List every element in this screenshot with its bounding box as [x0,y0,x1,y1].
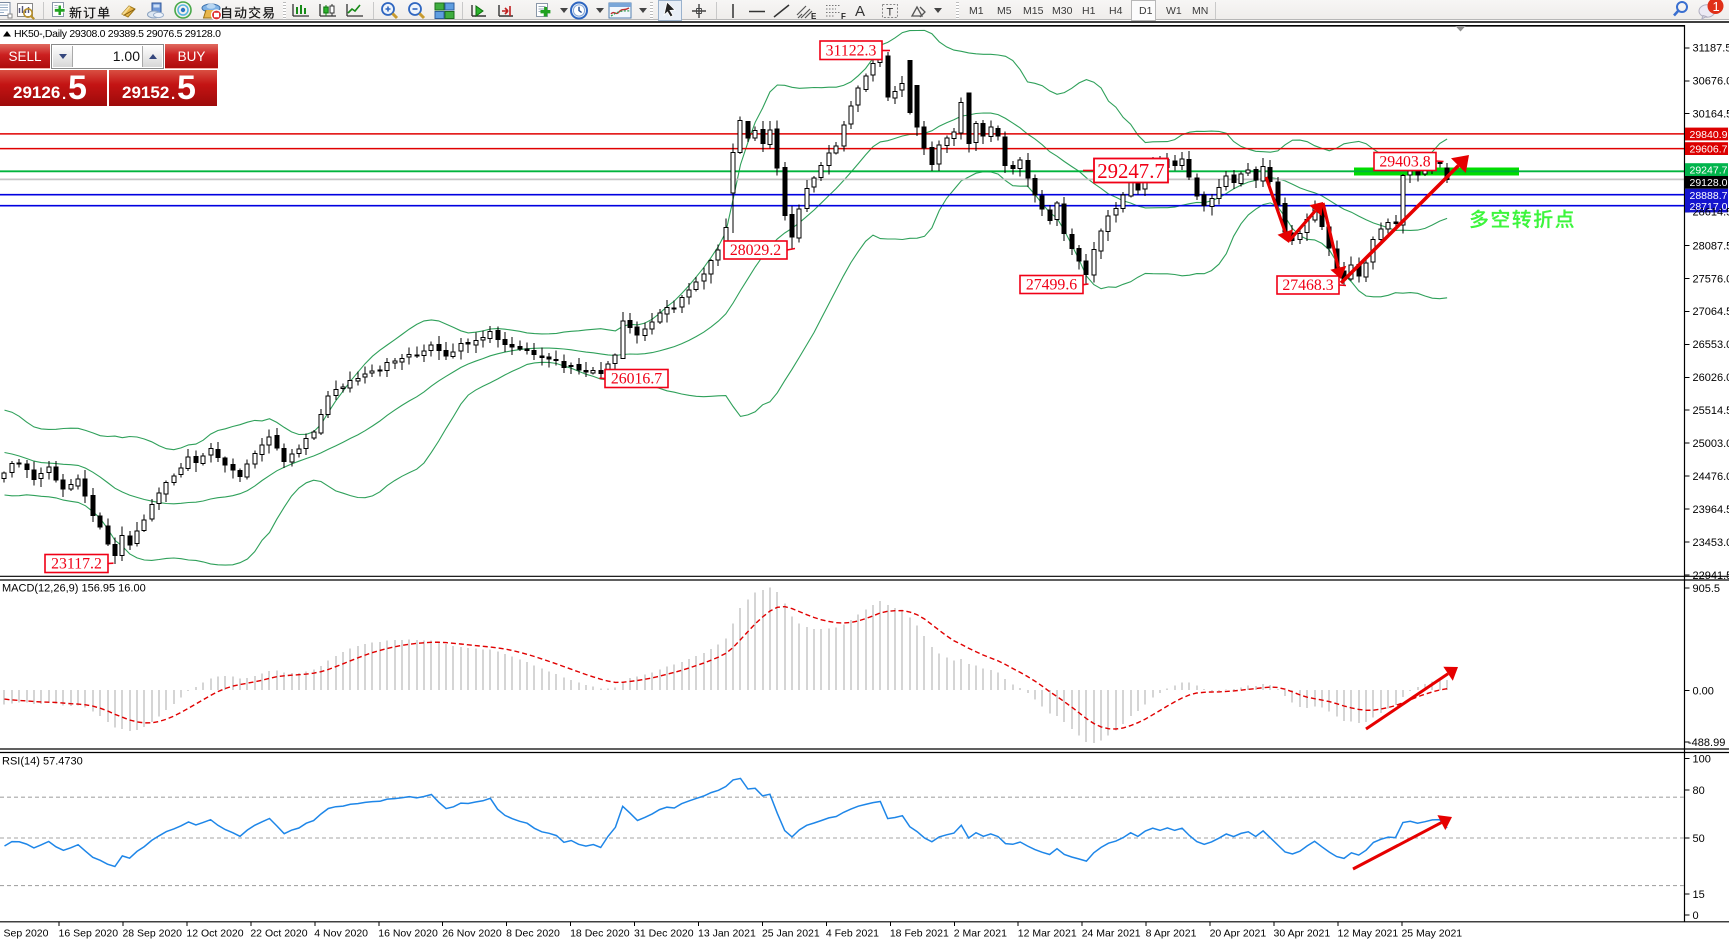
svg-text:29247.7: 29247.7 [1097,160,1165,183]
svg-text:-488.99: -488.99 [1688,737,1725,749]
svg-text:30 Apr 2021: 30 Apr 2021 [1274,928,1331,940]
svg-text:27064.5: 27064.5 [1693,306,1729,318]
svg-text:0: 0 [1693,910,1699,922]
svg-text:28614.5: 28614.5 [1693,207,1729,219]
svg-text:12 Oct 2020: 12 Oct 2020 [186,928,243,940]
svg-text:31187.5: 31187.5 [1693,43,1729,55]
svg-text:18 Dec 2020: 18 Dec 2020 [570,928,630,940]
svg-text:E: E [811,12,817,21]
svg-text:31122.3: 31122.3 [826,42,877,59]
svg-text:25514.5: 25514.5 [1693,405,1729,417]
svg-text:4 Feb 2021: 4 Feb 2021 [826,928,879,940]
svg-text:28888.7: 28888.7 [1690,190,1728,202]
svg-text:26553.0: 26553.0 [1693,339,1729,351]
svg-text:28717.0: 28717.0 [1690,201,1728,213]
svg-text:905.5: 905.5 [1693,583,1721,595]
svg-text:20 Apr 2021: 20 Apr 2021 [1210,928,1267,940]
svg-text:RSI(14) 57.4730: RSI(14) 57.4730 [2,756,83,768]
svg-text:16 Nov 2020: 16 Nov 2020 [378,928,438,940]
svg-text:28029.2: 28029.2 [730,242,781,259]
svg-text:26016.7: 26016.7 [611,370,662,387]
svg-text:22941.5: 22941.5 [1693,570,1729,582]
svg-text:28087.5: 28087.5 [1693,240,1729,252]
svg-text:MACD(12,26,9) 156.95 16.00: MACD(12,26,9) 156.95 16.00 [2,583,146,595]
svg-text:25003.0: 25003.0 [1693,438,1729,450]
svg-text:8 Apr 2021: 8 Apr 2021 [1146,928,1197,940]
svg-text:26 Nov 2020: 26 Nov 2020 [442,928,502,940]
svg-text:13 Jan 2021: 13 Jan 2021 [698,928,756,940]
svg-text:25 Jan 2021: 25 Jan 2021 [762,928,820,940]
svg-text:16 Sep 2020: 16 Sep 2020 [59,928,119,940]
svg-text:25 May 2021: 25 May 2021 [1401,928,1462,940]
svg-text:12 May 2021: 12 May 2021 [1338,928,1399,940]
svg-text:22 Oct 2020: 22 Oct 2020 [250,928,307,940]
svg-text:2 Mar 2021: 2 Mar 2021 [954,928,1007,940]
svg-text:27499.6: 27499.6 [1026,276,1077,293]
svg-text:24476.0: 24476.0 [1693,471,1729,483]
svg-text:27468.3: 27468.3 [1282,277,1333,294]
svg-text:29128.0: 29128.0 [1690,177,1728,189]
svg-text:23117.2: 23117.2 [51,555,102,572]
svg-text:8 Dec 2020: 8 Dec 2020 [506,928,560,940]
svg-text:30164.5: 30164.5 [1693,109,1729,121]
svg-text:23453.0: 23453.0 [1693,537,1729,549]
svg-text:29403.8: 29403.8 [1379,153,1430,170]
svg-text:23964.5: 23964.5 [1693,504,1729,516]
svg-text:15: 15 [1693,889,1705,901]
svg-text:HK50-,Daily 29308.0 29389.5 2: HK50-,Daily 29308.0 29389.5 29076.5 2912… [14,28,221,40]
svg-text:31 Dec 2020: 31 Dec 2020 [634,928,694,940]
svg-text:T: T [887,7,894,19]
svg-text:28 Sep 2020: 28 Sep 2020 [122,928,182,940]
svg-text:F: F [841,12,846,21]
svg-text:30676.0: 30676.0 [1693,76,1729,88]
svg-text:29606.7: 29606.7 [1690,143,1728,155]
svg-text:24 Mar 2021: 24 Mar 2021 [1082,928,1141,940]
svg-text:80: 80 [1693,785,1705,797]
svg-text:26026.0: 26026.0 [1693,372,1729,384]
svg-text:100: 100 [1693,753,1711,765]
svg-text:0.00: 0.00 [1693,685,1714,697]
svg-text:29840.9: 29840.9 [1690,129,1728,141]
svg-text:29247.7: 29247.7 [1690,164,1728,176]
svg-text:12 Mar 2021: 12 Mar 2021 [1018,928,1077,940]
svg-text:1: 1 [1713,0,1720,14]
svg-text:27576.0: 27576.0 [1693,273,1729,285]
svg-text:Sep 2020: Sep 2020 [4,928,49,940]
svg-text:18 Feb 2021: 18 Feb 2021 [890,928,949,940]
svg-text:4 Nov 2020: 4 Nov 2020 [314,928,368,940]
svg-text:50: 50 [1693,833,1705,845]
